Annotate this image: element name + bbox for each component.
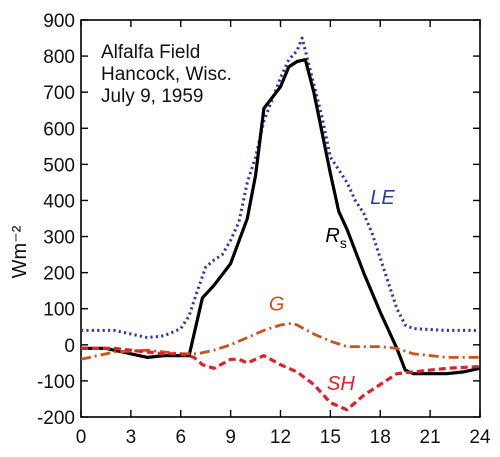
series-line-sh [81,346,480,412]
y-tick-label: 100 [43,300,75,321]
x-tick-label: 18 [370,427,391,448]
series-label-g: G [269,294,285,316]
series-label-rs: Rs [325,225,346,251]
x-tick-label: 24 [469,427,491,448]
x-tick-label: 21 [420,427,441,448]
y-tick-label: 200 [43,264,75,285]
annotation-line-3: July 9, 1959 [101,86,203,107]
y-tick-label: 0 [64,336,75,357]
y-tick-label: 900 [43,11,75,32]
series-label-le: LE [370,187,395,209]
series-label-sh: SH [327,373,355,395]
annotation-block: Alfalfa Field Hancock, Wisc. July 9, 195… [101,42,232,107]
series-label-rs-main: R [325,225,339,247]
y-tick-label: 600 [43,119,75,140]
series-labels: LE Rs G SH [269,187,396,395]
series-group [81,36,480,412]
x-tick-label: 12 [270,427,291,448]
x-tick-label: 15 [320,427,341,448]
x-tick-label: 3 [126,427,137,448]
y-tick-label: 400 [43,191,75,212]
y-tick-label: -100 [37,372,75,393]
y-tick-label: 500 [43,155,75,176]
series-line-rs [81,58,480,376]
y-axis: -200 -100 0 100 200 300 400 500 600 700 800 900 [37,11,480,429]
x-tick-label: 9 [225,427,236,448]
annotation-line-1: Alfalfa Field [101,42,200,63]
annotation-line-2: Hancock, Wisc. [101,64,232,85]
x-tick-label: 6 [175,427,186,448]
x-tick-label: 0 [76,427,87,448]
y-tick-label: 800 [43,47,75,68]
y-tick-label: -200 [37,408,75,429]
y-tick-label: 700 [43,83,75,104]
x-axis: 0 3 6 9 12 15 18 21 24 [76,20,491,448]
y-tick-label: 300 [43,228,75,249]
series-label-rs-sub: s [340,235,347,251]
y-axis-label: Wm⁻² [9,225,31,278]
